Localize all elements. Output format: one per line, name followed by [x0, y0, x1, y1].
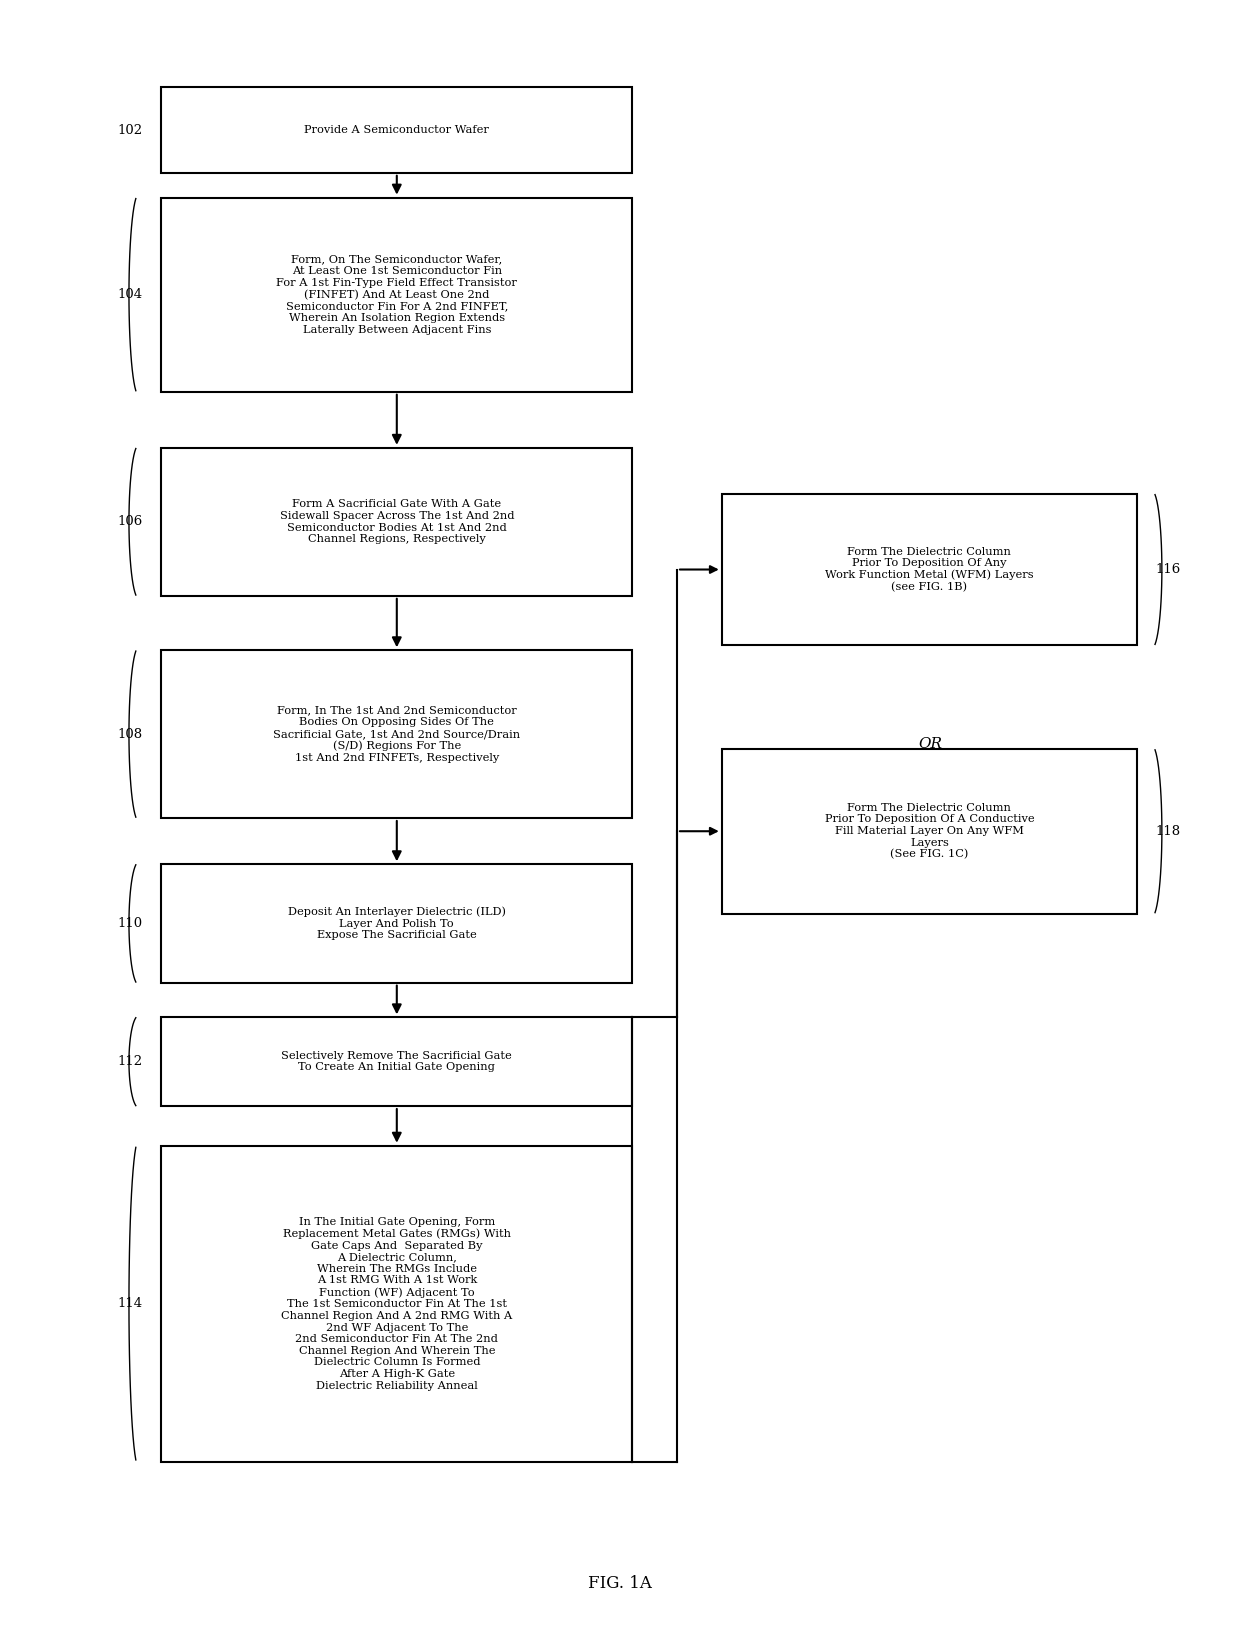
- Text: 102: 102: [118, 123, 143, 137]
- Text: 110: 110: [118, 917, 143, 930]
- Text: Form The Dielectric Column
Prior To Deposition Of A Conductive
Fill Material Lay: Form The Dielectric Column Prior To Depo…: [825, 803, 1034, 859]
- FancyBboxPatch shape: [722, 494, 1137, 645]
- Text: OR: OR: [918, 737, 942, 751]
- Text: 108: 108: [118, 728, 143, 741]
- Text: Form, On The Semiconductor Wafer,
At Least One 1st Semiconductor Fin
For A 1st F: Form, On The Semiconductor Wafer, At Lea…: [277, 255, 517, 334]
- FancyBboxPatch shape: [161, 1146, 632, 1462]
- Text: 104: 104: [118, 288, 143, 301]
- Text: In The Initial Gate Opening, Form
Replacement Metal Gates (RMGs) With
Gate Caps : In The Initial Gate Opening, Form Replac…: [281, 1216, 512, 1391]
- Text: Form The Dielectric Column
Prior To Deposition Of Any
Work Function Metal (WFM) : Form The Dielectric Column Prior To Depo…: [825, 546, 1034, 593]
- FancyBboxPatch shape: [161, 650, 632, 818]
- FancyBboxPatch shape: [161, 448, 632, 596]
- FancyBboxPatch shape: [161, 87, 632, 173]
- Text: 112: 112: [118, 1055, 143, 1068]
- Text: Form, In The 1st And 2nd Semiconductor
Bodies On Opposing Sides Of The
Sacrifici: Form, In The 1st And 2nd Semiconductor B…: [273, 706, 521, 762]
- Text: Deposit An Interlayer Dielectric (ILD)
Layer And Polish To
Expose The Sacrificia: Deposit An Interlayer Dielectric (ILD) L…: [288, 907, 506, 940]
- FancyBboxPatch shape: [161, 198, 632, 392]
- Text: FIG. 1A: FIG. 1A: [588, 1575, 652, 1592]
- Text: 118: 118: [1156, 825, 1180, 838]
- Text: Form A Sacrificial Gate With A Gate
Sidewall Spacer Across The 1st And 2nd
Semic: Form A Sacrificial Gate With A Gate Side…: [279, 499, 515, 545]
- Text: Selectively Remove The Sacrificial Gate
To Create An Initial Gate Opening: Selectively Remove The Sacrificial Gate …: [281, 1050, 512, 1073]
- FancyBboxPatch shape: [722, 749, 1137, 914]
- Text: 116: 116: [1156, 563, 1180, 576]
- Text: 106: 106: [118, 515, 143, 528]
- FancyBboxPatch shape: [161, 864, 632, 983]
- Text: 114: 114: [118, 1297, 143, 1310]
- FancyBboxPatch shape: [161, 1017, 632, 1106]
- Text: Provide A Semiconductor Wafer: Provide A Semiconductor Wafer: [304, 125, 490, 135]
